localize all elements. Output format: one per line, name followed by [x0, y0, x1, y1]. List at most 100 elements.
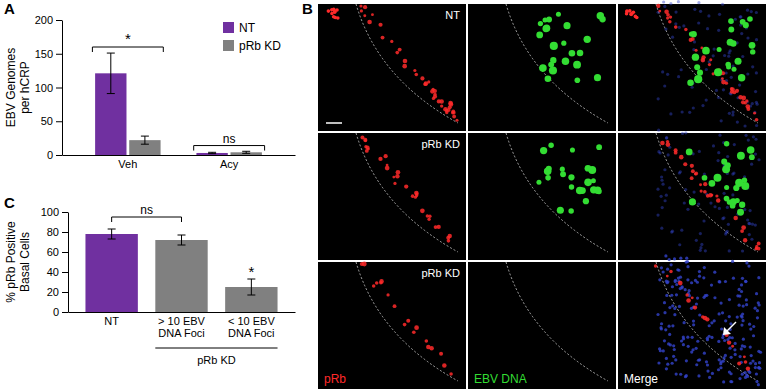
prb-signal	[703, 182, 707, 186]
nucleus	[695, 239, 698, 242]
tick-mark	[62, 292, 68, 293]
nucleus	[718, 207, 721, 210]
prb-signal	[738, 95, 742, 99]
nucleus	[726, 155, 729, 158]
nucleus	[741, 373, 744, 376]
ebv-focus	[538, 21, 543, 26]
nucleus	[728, 315, 731, 318]
nucleus	[718, 280, 721, 283]
axis-line	[62, 21, 63, 156]
tick-mark	[62, 212, 68, 213]
nucleus	[754, 152, 757, 155]
nucleus	[665, 357, 668, 360]
nucleus	[745, 261, 748, 264]
tick-label-line: Acy	[220, 158, 239, 170]
image-tile: pRb KDpRb	[318, 262, 466, 389]
nucleus	[702, 219, 705, 222]
nucleus	[672, 344, 675, 347]
prb-signal	[403, 59, 408, 64]
nucleus	[663, 5, 666, 8]
error-bar-cap	[141, 144, 149, 145]
ebv-focus	[588, 166, 596, 174]
nucleus	[666, 73, 669, 76]
nucleus	[698, 270, 701, 273]
prb-signal	[629, 12, 633, 16]
nucleus	[752, 135, 755, 138]
tick-label-line: Veh	[118, 158, 137, 170]
x-tick: < 10 EBVDNA Foci	[228, 312, 275, 339]
nucleus	[675, 372, 678, 375]
prb-signal	[433, 94, 437, 98]
nucleus	[729, 49, 732, 52]
ebv-focus	[561, 41, 566, 46]
error-bar	[242, 151, 250, 153]
nucleus	[757, 301, 760, 304]
y-axis-title-line: per hCRP	[18, 61, 32, 114]
image-background	[318, 262, 466, 389]
nucleus	[665, 194, 668, 197]
nucleus	[751, 65, 754, 68]
nucleus	[679, 276, 682, 279]
nucleus	[749, 209, 752, 212]
image-tile	[618, 0, 766, 131]
nucleus	[738, 377, 741, 380]
ebv-focus	[717, 47, 722, 52]
nucleus	[676, 268, 679, 271]
error-bar	[141, 136, 149, 144]
nucleus	[752, 334, 755, 337]
ebv-focus	[545, 175, 551, 181]
prb-signal	[455, 119, 458, 122]
nucleus	[710, 283, 713, 286]
x-axis: NT> 10 EBVDNA Foci< 10 EBVDNA Foci	[69, 312, 296, 339]
prb-signal	[364, 145, 367, 148]
nucleus	[664, 254, 667, 257]
nucleus	[719, 301, 722, 304]
nucleus	[668, 258, 671, 261]
ebv-focus	[549, 66, 557, 74]
nucleus	[688, 289, 691, 292]
tick-label: 100	[35, 82, 53, 94]
nucleus	[713, 47, 716, 50]
nucleus	[673, 313, 676, 316]
nucleus	[679, 257, 682, 260]
tick-label: 100	[41, 206, 59, 218]
tick-label: 0	[47, 149, 53, 161]
nucleus	[755, 11, 758, 14]
nucleus	[678, 26, 681, 29]
membrane-line	[506, 4, 608, 123]
bar	[196, 153, 227, 155]
nucleus	[682, 343, 685, 346]
nucleus	[685, 359, 688, 362]
nucleus	[704, 249, 707, 252]
nucleus	[683, 321, 686, 324]
nucleus	[748, 222, 751, 225]
nucleus	[680, 229, 683, 232]
nucleus	[715, 89, 718, 92]
error-bar-cap	[208, 152, 216, 153]
prb-signal	[746, 366, 750, 370]
ebv-focus	[563, 22, 570, 29]
nucleus	[658, 278, 661, 281]
nucleus	[736, 120, 739, 123]
nucleus	[671, 36, 674, 39]
nucleus	[702, 296, 705, 299]
ebv-focus	[702, 47, 710, 55]
membrane-line	[356, 4, 458, 123]
legend-swatch	[223, 40, 234, 51]
ebv-focus	[556, 12, 561, 17]
prb-signal	[743, 238, 747, 242]
axis-line	[63, 155, 296, 156]
nucleus	[664, 328, 667, 331]
prb-signal	[359, 4, 362, 7]
nucleus	[672, 355, 675, 358]
nucleus	[731, 110, 734, 113]
nucleus	[727, 223, 730, 226]
prb-signal	[658, 10, 661, 13]
tick-label-line: < 10 EBV	[228, 315, 275, 327]
prb-signal	[733, 216, 738, 221]
nucleus	[744, 371, 747, 374]
ebv-focus	[599, 16, 605, 22]
nucleus	[682, 337, 685, 340]
x-tick: Veh	[118, 155, 137, 170]
image-background	[468, 4, 616, 131]
